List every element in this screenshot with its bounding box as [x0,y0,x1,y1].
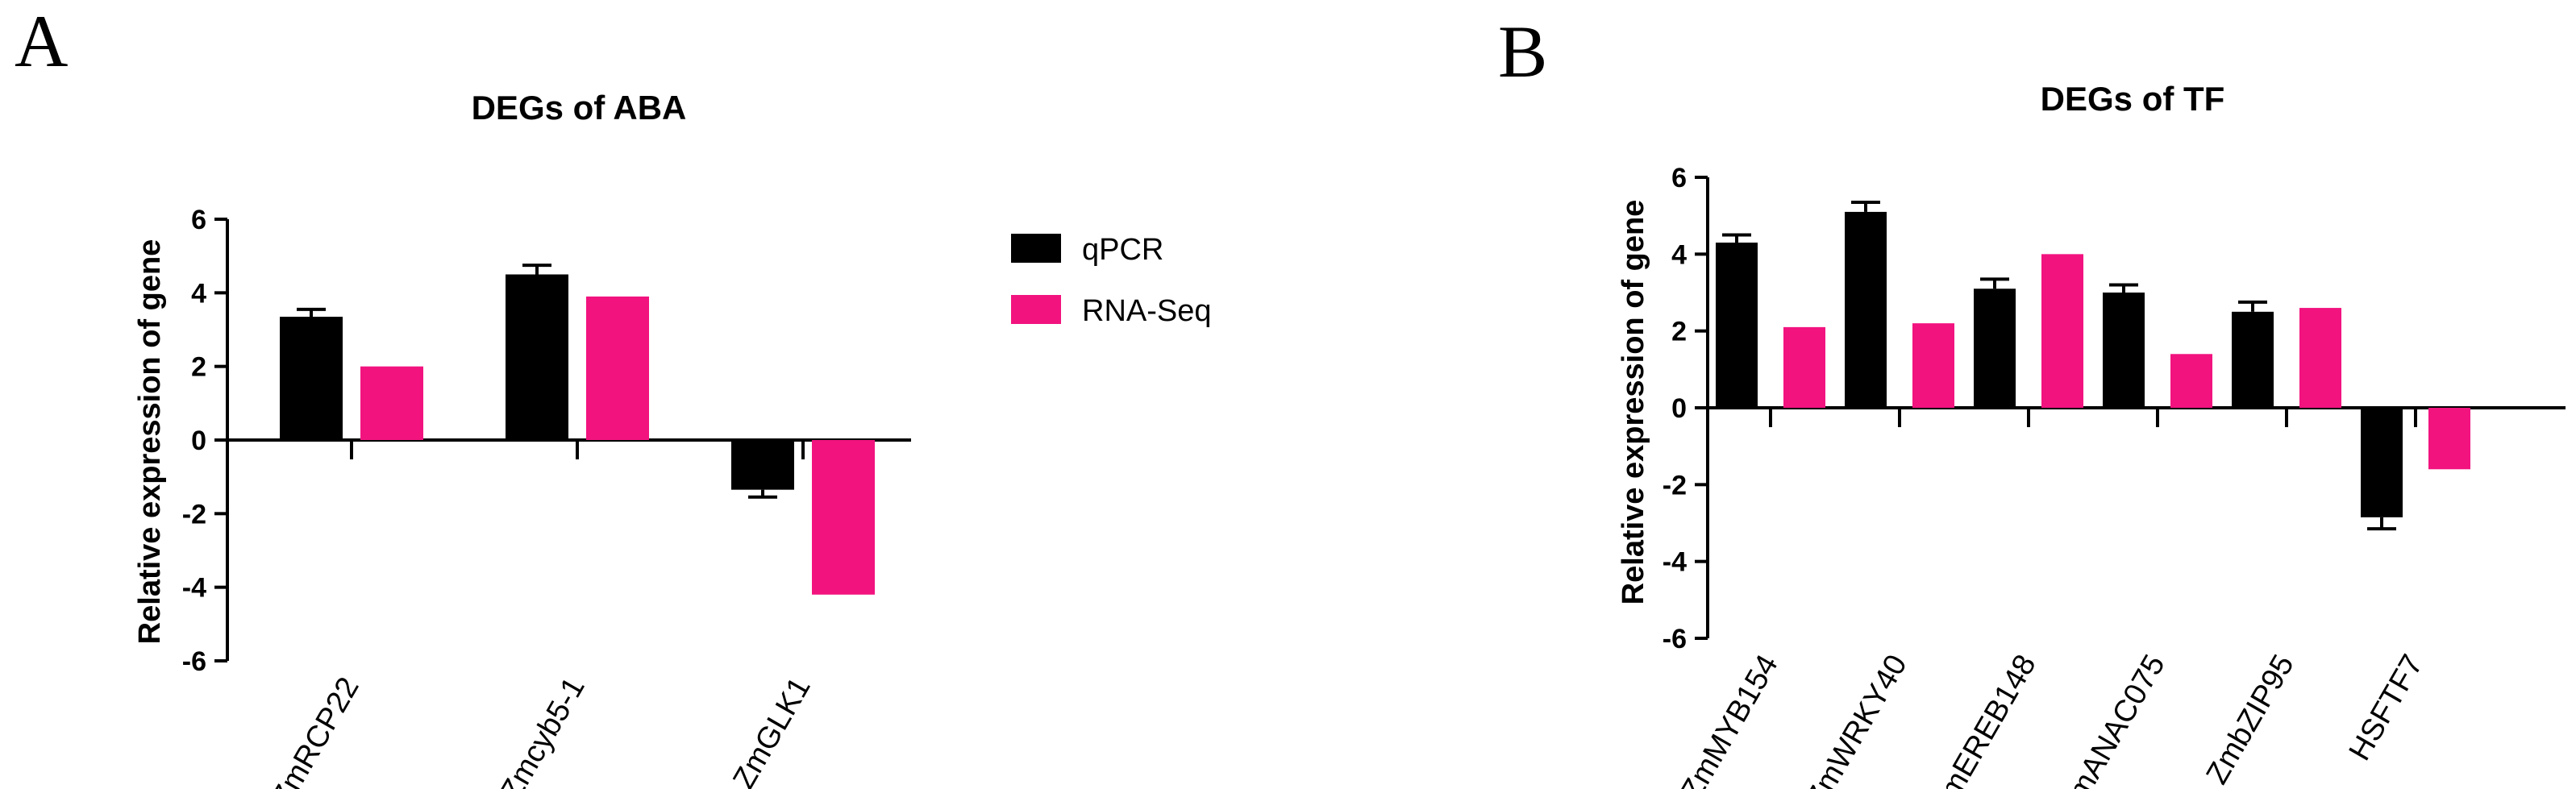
category-label: ZmbZIP95 [2200,650,2301,789]
bar-rnaseq [360,366,423,440]
y-tick-label: -4 [1663,547,1687,578]
bar-rnaseq [586,296,649,440]
bar-rnaseq [2428,408,2470,470]
bar-rnaseq [812,440,875,595]
bar-qpcr [2103,293,2145,408]
bar-qpcr [2232,311,2274,408]
y-tick-label: 6 [191,205,206,235]
legend: qPCR RNA-Seq [1011,233,1212,328]
bar-rnaseq [2299,308,2341,408]
chart-title-a: DEGs of ABA [472,89,687,127]
category-label: HSFTF7 [2343,650,2430,766]
bar-rnaseq [1912,323,1954,408]
bar-qpcr [280,317,343,440]
category-label: ZmWRKY40 [1800,650,1914,789]
legend-label-qpcr: qPCR [1082,233,1163,267]
chart-panel-b: -6 -4 -2 0 2 4 6 ZmMYB154 ZmWRKY40 ZmEREB148 ZmANA… [1663,163,2566,789]
panel-letter-b: B [1498,10,1547,93]
category-label: ZmGLK1 [726,672,817,789]
category-label: ZmANAC075 [2052,650,2171,789]
category-label: Zmcyb5-1 [494,672,592,789]
y-axis-label-b: Relative expression of gene [1617,200,1650,605]
bar-qpcr [1845,211,1887,408]
y-tick-label: -2 [1663,470,1687,500]
y-axis-label-a: Relative expression of gene [133,239,167,645]
panel-letter-a: A [15,0,68,82]
bar-qpcr [2361,408,2403,517]
legend-swatch-rnaseq [1011,295,1061,324]
chart-title-b: DEGs of TF [2041,80,2225,118]
legend-label-rnaseq: RNA-Seq [1082,294,1212,328]
bar-qpcr [506,274,568,440]
y-tick-label: 4 [191,278,206,309]
y-tick-label: -4 [182,573,206,604]
y-tick-label: -2 [182,499,206,529]
bar-rnaseq [2041,254,2083,408]
category-label: ZmRCP22 [265,672,366,789]
bar-qpcr [731,440,794,490]
y-tick-label: 4 [1671,239,1687,270]
legend-swatch-qpcr [1011,234,1061,263]
y-tick-label: -6 [1663,624,1687,654]
y-tick-label: 0 [1671,393,1687,424]
category-label: ZmEREB148 [1925,650,2043,789]
bar-rnaseq [1783,326,1825,408]
bar-qpcr [1716,243,1758,408]
bar-rnaseq [2170,354,2212,408]
y-tick-label: 6 [1671,163,1687,193]
category-label: ZmMYB154 [1675,650,1785,789]
y-tick-label: 0 [191,426,206,456]
bar-qpcr [1974,289,2016,408]
y-tick-label: 2 [1671,317,1687,347]
chart-panel-a: -6 -4 -2 0 2 4 6 ZmRCP22 Zmcyb5-1 ZmGLK1 [182,205,911,789]
y-tick-label: -6 [182,646,206,677]
y-tick-label: 2 [191,352,206,383]
